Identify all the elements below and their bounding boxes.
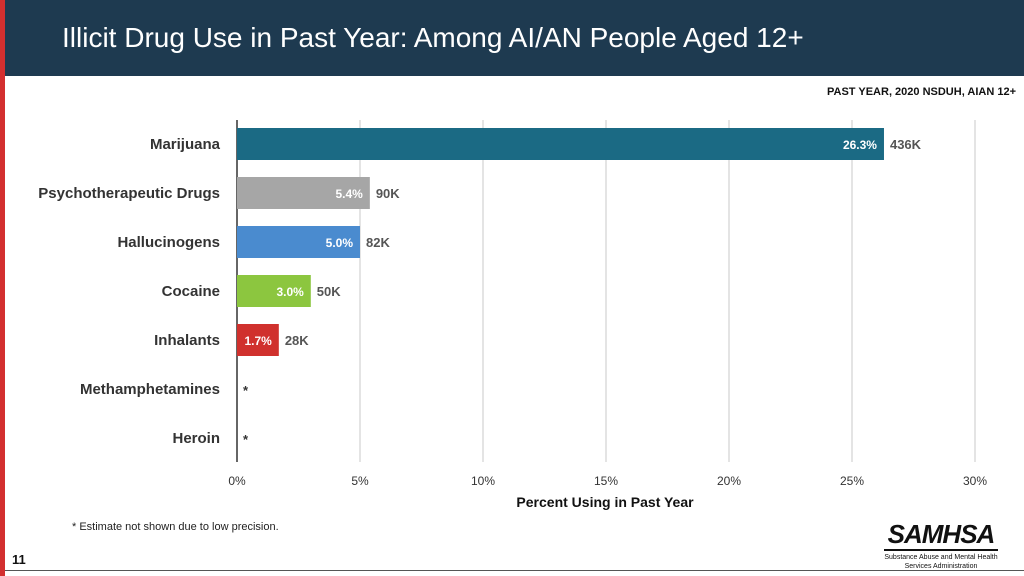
bottom-divider <box>5 570 1024 571</box>
bar-value-label: 26.3% <box>843 138 877 152</box>
bar-value-label: 1.7% <box>244 334 272 348</box>
bar <box>237 324 279 356</box>
x-tick-label: 15% <box>594 474 618 488</box>
bar-value-label: 3.0% <box>276 285 304 299</box>
chart-subtitle: PAST YEAR, 2020 NSDUH, AIAN 12+ <box>827 86 1016 98</box>
category-label: Heroin <box>172 430 220 447</box>
logo-wordmark: SAMHSA <box>887 519 996 549</box>
slide-title: Illicit Drug Use in Past Year: Among AI/… <box>62 22 804 53</box>
category-label: Marijuana <box>150 136 221 153</box>
bar <box>237 128 884 160</box>
suppressed-estimate-marker: * <box>243 383 249 398</box>
bar-count-label: 28K <box>285 333 309 348</box>
bar-count-label: 90K <box>376 186 400 201</box>
bar <box>237 226 360 258</box>
category-label: Methamphetamines <box>80 381 220 398</box>
suppressed-estimate-marker: * <box>243 432 249 447</box>
category-label: Inhalants <box>154 332 220 349</box>
x-tick-label: 5% <box>351 474 369 488</box>
title-bar <box>5 0 1024 76</box>
page-number: 11 <box>12 552 26 567</box>
bar-value-label: 5.0% <box>326 236 354 250</box>
logo-underline <box>884 549 998 551</box>
category-label: Cocaine <box>162 283 220 300</box>
samhsa-logo: SAMHSA Substance Abuse and Mental Health… <box>878 520 1004 571</box>
x-tick-label: 25% <box>840 474 864 488</box>
x-tick-label: 30% <box>963 474 987 488</box>
category-label: Hallucinogens <box>117 234 220 251</box>
x-tick-label: 10% <box>471 474 495 488</box>
bar-count-label: 82K <box>366 235 390 250</box>
footnote: * Estimate not shown due to low precisio… <box>72 521 279 533</box>
logo-tagline-1: Substance Abuse and Mental Health <box>884 554 998 561</box>
logo-tagline-2: Services Administration <box>904 563 978 570</box>
category-label: Psychotherapeutic Drugs <box>38 185 220 202</box>
bar-value-label: 5.4% <box>335 187 363 201</box>
left-accent-stripe <box>0 0 5 576</box>
x-tick-label: 0% <box>228 474 246 488</box>
bar-count-label: 436K <box>890 137 922 152</box>
bar <box>237 177 370 209</box>
bar <box>237 275 311 307</box>
bar-count-label: 50K <box>317 284 341 299</box>
x-tick-label: 20% <box>717 474 741 488</box>
x-axis-title: Percent Using in Past Year <box>516 494 694 510</box>
